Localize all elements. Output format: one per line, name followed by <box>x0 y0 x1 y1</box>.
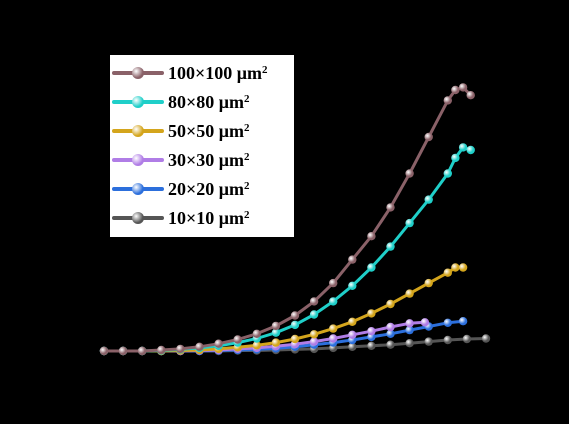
legend-item-1: 100×100 μm2 <box>110 61 294 85</box>
data-point-1-5 <box>176 344 185 354</box>
data-point-1-21 <box>458 83 468 92</box>
data-point-6-19 <box>443 335 452 345</box>
data-point-1-2 <box>118 346 128 356</box>
data-point-3-11 <box>290 334 300 344</box>
legend-item-2: 80×80 μm2 <box>110 90 294 114</box>
data-point-2-21 <box>458 143 468 152</box>
data-point-5-16 <box>386 329 395 338</box>
data-point-1-14 <box>348 255 357 264</box>
series-line-3 <box>104 266 464 353</box>
data-point-2-19 <box>443 169 452 178</box>
data-point-4-13 <box>329 334 338 343</box>
data-point-3-18 <box>424 278 433 288</box>
legend-marker-2 <box>132 96 144 108</box>
legend-label-3: 50×50 μm2 <box>168 120 250 141</box>
data-point-1-10 <box>271 321 281 331</box>
data-point-2-11 <box>290 320 300 330</box>
legend-label-2: 80×80 μm2 <box>168 91 250 112</box>
data-point-2-16 <box>386 242 395 251</box>
data-point-3-10 <box>271 338 281 347</box>
data-point-3-13 <box>329 324 338 333</box>
legend-swatch-5 <box>112 177 166 201</box>
legend: 100×100 μm2 80×80 μm2 50×50 μm2 30×30 μm… <box>110 55 294 237</box>
legend-item-6: 10×10 μm2 <box>110 206 294 230</box>
data-point-6-21 <box>481 334 491 343</box>
legend-item-4: 30×30 μm2 <box>110 148 294 172</box>
data-point-3-21 <box>458 263 468 272</box>
data-point-1-4 <box>157 345 166 355</box>
data-point-2-10 <box>271 328 281 337</box>
data-point-3-9 <box>252 341 261 350</box>
legend-swatch-1 <box>112 61 166 85</box>
data-point-3-17 <box>405 289 414 298</box>
data-point-1-3 <box>138 346 147 356</box>
series-line-1 <box>104 85 472 353</box>
data-point-5-20 <box>458 317 468 326</box>
data-point-1-13 <box>329 278 338 288</box>
legend-marker-3 <box>132 125 144 137</box>
data-point-2-22 <box>466 145 475 155</box>
legend-swatch-4 <box>112 148 166 172</box>
data-point-2-15 <box>367 263 376 272</box>
legend-label-5: 20×20 μm2 <box>168 178 250 199</box>
legend-item-3: 50×50 μm2 <box>110 119 294 143</box>
data-point-4-18 <box>420 318 430 327</box>
data-point-3-12 <box>309 330 319 339</box>
data-point-1-15 <box>367 232 376 241</box>
data-point-1-7 <box>214 339 223 348</box>
legend-marker-6 <box>132 212 144 224</box>
data-point-1-19 <box>443 96 452 105</box>
data-point-2-20 <box>451 153 460 163</box>
plot-area <box>99 83 491 356</box>
data-point-1-16 <box>386 203 395 212</box>
data-point-4-14 <box>348 330 357 339</box>
data-point-4-15 <box>367 327 376 336</box>
legend-swatch-6 <box>112 206 166 230</box>
legend-marker-1 <box>132 67 144 79</box>
legend-item-5: 20×20 μm2 <box>110 177 294 201</box>
data-point-1-6 <box>195 342 204 351</box>
legend-label-6: 10×10 μm2 <box>168 207 250 228</box>
data-point-1-22 <box>466 91 475 100</box>
data-point-2-17 <box>405 218 414 228</box>
data-point-1-17 <box>405 169 414 178</box>
legend-marker-5 <box>132 183 144 195</box>
data-point-2-12 <box>309 310 319 319</box>
data-point-1-8 <box>233 335 242 344</box>
data-point-6-18 <box>424 337 433 346</box>
legend-label-4: 30×30 μm2 <box>168 149 250 170</box>
data-point-3-16 <box>386 299 395 309</box>
data-point-5-19 <box>443 318 452 327</box>
data-point-6-16 <box>386 340 395 349</box>
legend-swatch-3 <box>112 119 166 143</box>
data-point-4-16 <box>386 322 395 332</box>
legend-marker-4 <box>132 154 144 166</box>
data-point-6-14 <box>348 342 357 351</box>
data-point-3-14 <box>348 317 357 326</box>
data-point-1-18 <box>424 132 433 142</box>
data-point-6-17 <box>405 339 414 348</box>
data-point-1-20 <box>451 85 460 95</box>
data-point-4-17 <box>405 319 414 328</box>
data-point-1-11 <box>290 311 300 320</box>
data-point-2-14 <box>348 281 357 290</box>
data-point-3-19 <box>443 268 452 277</box>
legend-label-1: 100×100 μm2 <box>168 62 268 83</box>
data-point-3-15 <box>367 309 376 318</box>
data-point-1-1 <box>99 346 109 356</box>
data-point-5-17 <box>405 325 414 335</box>
data-point-4-12 <box>309 337 319 346</box>
legend-swatch-2 <box>112 90 166 114</box>
data-point-1-9 <box>252 329 261 338</box>
data-point-6-15 <box>367 341 376 350</box>
data-point-2-13 <box>329 297 338 306</box>
data-point-1-12 <box>309 297 319 306</box>
data-point-6-20 <box>462 334 472 344</box>
data-point-2-18 <box>424 195 433 204</box>
data-point-3-20 <box>451 263 460 272</box>
